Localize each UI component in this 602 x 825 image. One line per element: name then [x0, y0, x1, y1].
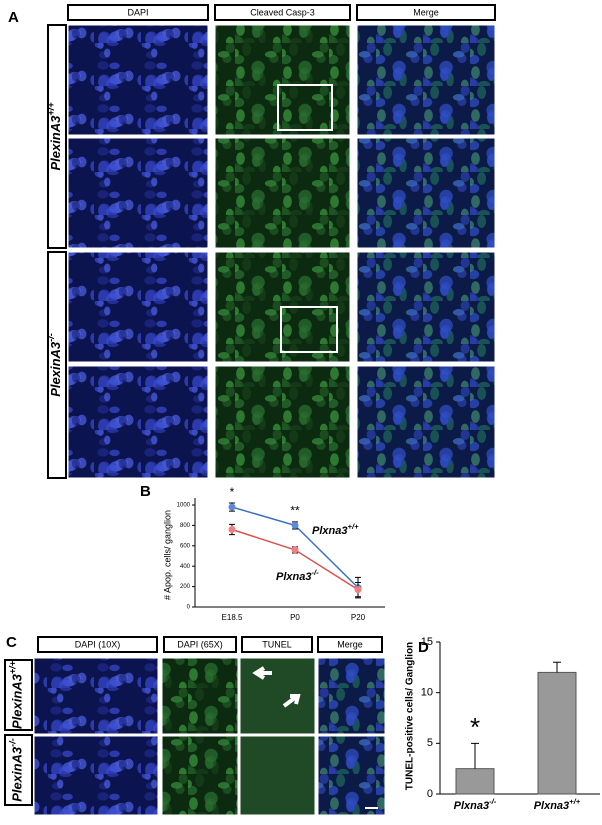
micrograph [67, 24, 209, 136]
significance: ** [290, 504, 300, 518]
y-axis-title: # Apop. cells/ ganglion [162, 510, 172, 600]
micrograph [356, 251, 496, 363]
y-tick-label: 400 [180, 564, 191, 570]
micrograph [33, 735, 159, 816]
marker [354, 586, 362, 594]
row-label-box [4, 734, 33, 806]
column-header: Merge [413, 7, 439, 17]
series-label: Plxna3+/+ [312, 522, 359, 537]
x-tick-label: Plxna3+/+ [534, 797, 581, 812]
row-label: PlexinA3-/- [46, 333, 63, 397]
column-header: Cleaved Casp-3 [250, 7, 315, 17]
column-header-box [163, 636, 237, 653]
micrograph [239, 657, 316, 735]
column-header: DAPI [127, 7, 148, 17]
column-header-box [37, 636, 158, 653]
column-header-box [356, 4, 496, 21]
column-header: TUNEL [262, 639, 292, 649]
arrow [282, 694, 301, 708]
micrograph [317, 735, 386, 816]
y-tick-label: 1000 [177, 503, 191, 509]
x-tick-label: Plxna3-/- [454, 797, 497, 812]
marker [228, 525, 236, 533]
arrow [252, 666, 272, 680]
marker [291, 546, 299, 554]
y-tick-label: 10 [421, 687, 433, 699]
micrograph [214, 365, 351, 479]
bar [537, 671, 577, 795]
column-header-box [214, 4, 351, 21]
panel-label: A [8, 9, 19, 26]
micrograph [33, 657, 159, 735]
x-tick-label: E18.5 [222, 613, 243, 622]
panel-label: D [418, 639, 429, 656]
micrograph [161, 657, 239, 735]
row-label-box [47, 251, 67, 479]
marker [291, 521, 299, 529]
row-label: PlexinA3+/+ [8, 660, 25, 729]
micrograph [356, 137, 496, 249]
micrograph [317, 657, 386, 735]
error-bar [471, 742, 479, 769]
column-header-box [317, 636, 383, 653]
error-bar [553, 661, 561, 673]
y-axis-title: TUNEL-positive cells/ Ganglion [405, 642, 416, 790]
x-tick-label: P20 [351, 613, 366, 622]
bar [455, 768, 495, 795]
inset-box [277, 84, 333, 131]
row-label-box [47, 24, 67, 249]
marker [228, 503, 236, 511]
micrograph [67, 251, 209, 363]
micrograph [239, 735, 316, 816]
column-header: DAPI (65X) [177, 639, 223, 649]
micrograph [161, 735, 239, 816]
y-tick-label: 0 [187, 605, 191, 611]
micrograph [214, 137, 351, 249]
y-tick-label: 0 [427, 788, 433, 800]
y-tick-label: 600 [180, 543, 191, 549]
significance: * [230, 485, 235, 499]
inset-box [280, 306, 338, 353]
panel-label: C [6, 634, 17, 651]
series-label: Plxna3-/- [276, 568, 319, 583]
micrograph [67, 365, 209, 479]
column-header-box [67, 4, 209, 21]
column-header-box [241, 636, 313, 653]
micrograph [214, 24, 351, 136]
significance: * [470, 712, 480, 742]
row-label: PlexinA3+/+ [46, 102, 63, 171]
panel-label: B [140, 483, 151, 500]
x-tick-label: P0 [290, 613, 300, 622]
y-tick-label: 800 [180, 523, 191, 529]
y-tick-label: 5 [427, 737, 433, 749]
column-header: DAPI (10X) [75, 639, 121, 649]
micrograph [356, 24, 496, 136]
y-tick-label: 15 [421, 636, 433, 648]
micrograph [356, 365, 496, 479]
y-tick-label: 200 [180, 584, 191, 590]
row-label-box [4, 659, 33, 731]
column-header: Merge [337, 639, 363, 649]
micrograph [67, 137, 209, 249]
row-label: PlexinA3-/- [8, 738, 25, 802]
